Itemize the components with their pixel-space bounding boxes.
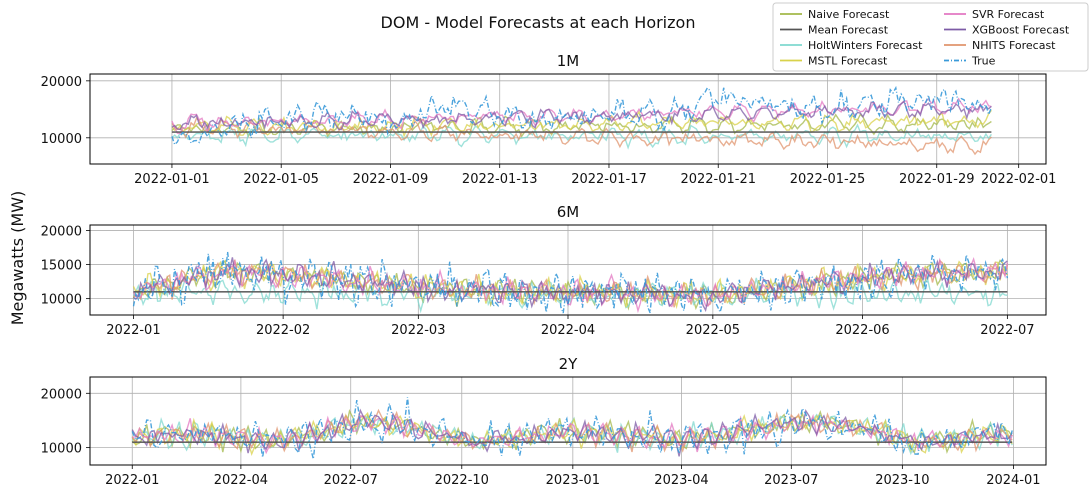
legend-label: Naive Forecast bbox=[808, 8, 890, 21]
x-tick-label: 2022-03 bbox=[391, 323, 445, 338]
subplot-title: 6M bbox=[557, 203, 580, 221]
subplot-title: 1M bbox=[557, 52, 580, 70]
legend-label: NHITS Forecast bbox=[972, 39, 1056, 52]
series-nhits-forecast bbox=[171, 116, 992, 156]
x-tick-label: 2023-04 bbox=[654, 473, 708, 488]
legend-frame bbox=[772, 2, 1089, 72]
subplot-1M: 1M 2022-01-01 2022-01-05 2022-01-09 2022-01-… bbox=[41, 52, 1057, 187]
series-holtwinters-forecast bbox=[171, 123, 992, 150]
x-tick-label: 2022-04 bbox=[541, 323, 595, 338]
x-tick-label: 2022-05 bbox=[686, 323, 740, 338]
x-tick-label: 2022-07 bbox=[980, 323, 1034, 338]
legend-label: Mean Forecast bbox=[808, 24, 889, 37]
x-tick-label: 2022-02-01 bbox=[981, 172, 1057, 187]
x-tick-label: 2022-01-01 bbox=[134, 172, 210, 187]
x-tick-label: 2022-01-05 bbox=[243, 172, 319, 187]
series-svr-forecast bbox=[132, 257, 1009, 314]
y-axis-label: Megawatts (MW) bbox=[8, 191, 27, 326]
y-tick-label: 20000 bbox=[41, 387, 82, 402]
x-tick-label: 2022-01-09 bbox=[353, 172, 429, 187]
x-tick-label: 2022-01-25 bbox=[790, 172, 866, 187]
x-tick-label: 2022-01 bbox=[105, 473, 159, 488]
x-tick-label: 2022-10 bbox=[435, 473, 489, 488]
x-tick-label: 2022-01-21 bbox=[680, 172, 756, 187]
legend-label: True bbox=[971, 55, 996, 68]
x-tick-label: 2022-01-17 bbox=[571, 172, 647, 187]
legend: Naive Forecast SVR Forecast Mean Forecast X… bbox=[772, 2, 1089, 72]
y-tick-label: 10000 bbox=[41, 442, 82, 457]
x-tick-label: 2023-10 bbox=[875, 473, 929, 488]
legend-label: SVR Forecast bbox=[972, 8, 1045, 21]
y-tick-label: 10000 bbox=[41, 132, 82, 147]
x-tick-label: 2022-01-29 bbox=[899, 172, 975, 187]
subplot-title: 2Y bbox=[559, 355, 579, 373]
series-holtwinters-forecast bbox=[132, 274, 1008, 314]
series-svr-forecast bbox=[171, 97, 992, 135]
y-tick-label: 10000 bbox=[41, 293, 82, 308]
series-true bbox=[171, 85, 993, 146]
legend-label: HoltWinters Forecast bbox=[808, 39, 923, 52]
axes-frame bbox=[89, 224, 1047, 316]
axes-frame bbox=[89, 376, 1047, 466]
axes-frame bbox=[89, 73, 1047, 165]
x-tick-label: 2023-01 bbox=[546, 473, 600, 488]
legend-label: MSTL Forecast bbox=[808, 55, 888, 68]
figure-title: DOM - Model Forecasts at each Horizon bbox=[381, 13, 696, 32]
x-tick-label: 2023-07 bbox=[764, 473, 818, 488]
series-true bbox=[132, 251, 1009, 315]
y-tick-label: 20000 bbox=[41, 224, 82, 239]
x-tick-label: 2022-01 bbox=[106, 323, 160, 338]
x-tick-label: 2022-02 bbox=[256, 323, 310, 338]
series-nhits-forecast bbox=[131, 408, 1013, 453]
x-tick-label: 2022-01-13 bbox=[462, 172, 538, 187]
subplot-6M: 6M 2022-01 2022-02 2022-03 2022-04 2022-05 202… bbox=[41, 203, 1047, 338]
x-tick-label: 2022-07 bbox=[324, 473, 378, 488]
series-xgboost-forecast bbox=[131, 408, 1013, 457]
legend-label: XGBoost Forecast bbox=[972, 24, 1070, 37]
x-tick-label: 2022-06 bbox=[835, 323, 889, 338]
y-tick-label: 20000 bbox=[41, 75, 82, 90]
subplot-2Y: 2Y 2022-01 2022-04 2022-07 2022-10 2023-01 202… bbox=[41, 355, 1047, 488]
x-tick-label: 2024-01 bbox=[986, 473, 1040, 488]
x-tick-label: 2022-04 bbox=[214, 473, 268, 488]
y-tick-label: 15000 bbox=[41, 259, 82, 274]
